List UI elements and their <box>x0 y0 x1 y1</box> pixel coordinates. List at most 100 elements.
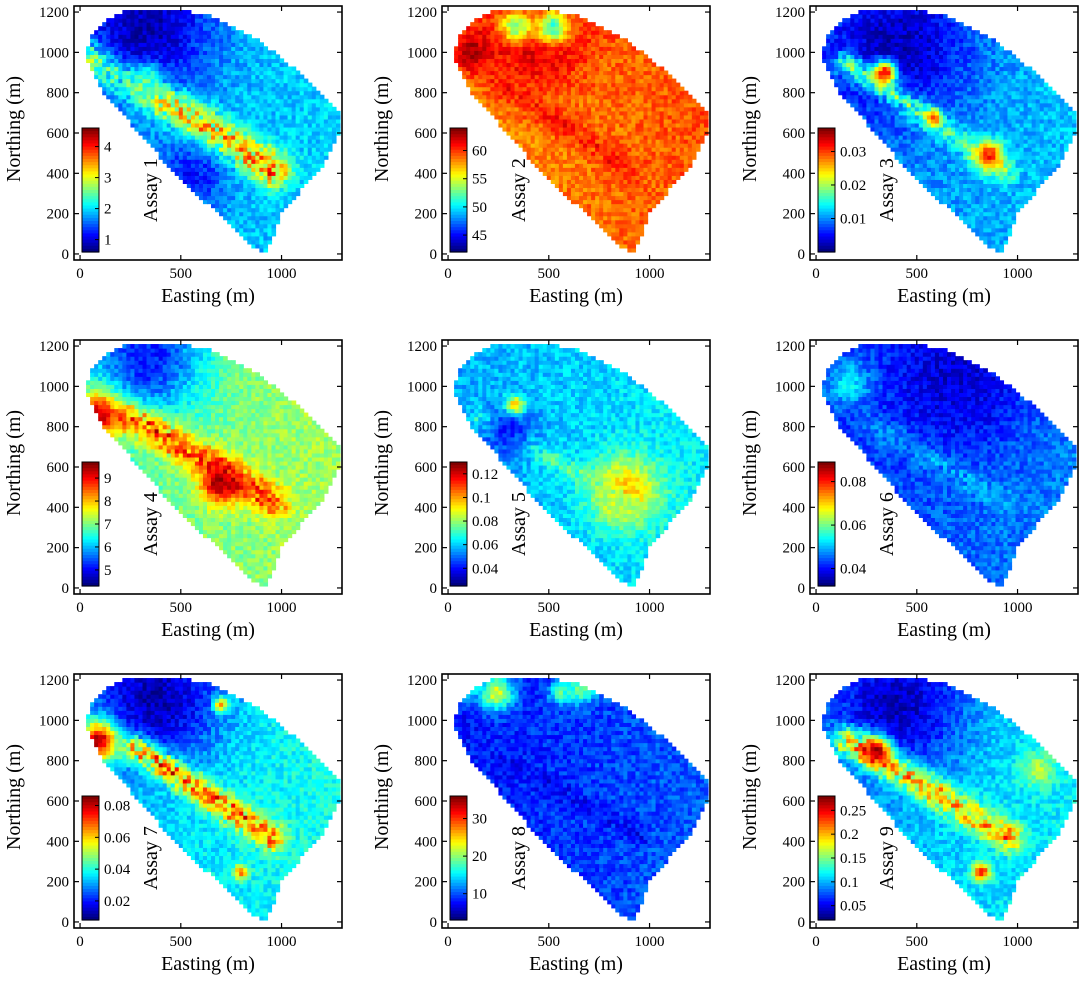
heatmap-cell <box>186 86 192 92</box>
heatmap-cell <box>186 70 192 76</box>
heatmap-cell <box>206 118 212 124</box>
heatmap-cell <box>579 70 584 76</box>
heatmap-cell <box>178 171 184 176</box>
heatmap-cell <box>562 155 568 160</box>
heatmap-cell <box>518 30 524 35</box>
heatmap-cell <box>534 114 540 120</box>
heatmap-cell <box>279 102 285 108</box>
heatmap-cell <box>215 54 220 60</box>
heatmap-cell <box>574 106 580 112</box>
heatmap-cell <box>478 22 483 27</box>
heatmap-cell <box>866 74 872 80</box>
heatmap-cell <box>190 171 196 176</box>
heatmap-cell <box>671 130 677 136</box>
heatmap-cell <box>142 38 148 43</box>
heatmap-cell <box>251 191 256 197</box>
heatmap-cell <box>587 126 592 132</box>
heatmap-cell <box>635 235 641 241</box>
heatmap-cell <box>219 195 224 201</box>
heatmap-cell <box>534 163 540 168</box>
colorbar-frame <box>449 127 468 253</box>
heatmap-cell <box>603 187 608 193</box>
heatmap-cell <box>198 106 204 112</box>
heatmap-cell <box>663 155 669 160</box>
heatmap-cell <box>198 66 204 72</box>
heatmap-cell <box>615 155 620 160</box>
heatmap-cell <box>838 26 843 31</box>
heatmap-cell <box>227 175 232 180</box>
heatmap-cell <box>98 70 103 76</box>
heatmap-cell <box>219 118 224 124</box>
heatmap-cell <box>615 175 620 180</box>
heatmap-cell <box>675 126 681 132</box>
heatmap-cell <box>247 110 252 116</box>
heatmap-cell <box>866 10 872 15</box>
heatmap-cell <box>138 98 144 104</box>
heatmap-cell <box>154 139 160 144</box>
heatmap-cell <box>631 94 637 100</box>
colorbar-swatch <box>450 143 467 148</box>
heatmap-cell <box>570 106 576 112</box>
heatmap-cell <box>154 143 160 148</box>
heatmap-cell <box>251 106 256 112</box>
colorbar-swatch <box>450 131 467 135</box>
heatmap-cell <box>182 50 188 55</box>
heatmap-cell <box>574 167 580 172</box>
heatmap-cell <box>603 219 608 225</box>
heatmap-cell <box>550 54 556 60</box>
heatmap-cell <box>474 26 479 31</box>
heatmap-cell <box>615 231 620 237</box>
heatmap-cell <box>170 167 176 172</box>
heatmap-cell <box>174 167 180 172</box>
heatmap-cell <box>114 34 119 39</box>
heatmap-cell <box>530 30 536 35</box>
heatmap-cell <box>150 78 156 84</box>
heatmap-cell <box>574 151 580 156</box>
heatmap-cell <box>566 86 572 92</box>
heatmap-cell <box>158 38 164 43</box>
heatmap-cell <box>215 135 220 140</box>
heatmap-cell <box>295 90 301 96</box>
heatmap-cell <box>599 179 604 184</box>
heatmap-cell <box>219 66 224 72</box>
heatmap-cell <box>178 54 184 60</box>
heatmap-cell <box>870 18 876 23</box>
heatmap-cell <box>611 179 616 184</box>
heatmap-cell <box>890 22 896 27</box>
heatmap-cell <box>142 126 148 132</box>
heatmap-cell <box>510 94 516 100</box>
heatmap-cell <box>627 219 633 225</box>
heatmap-cell <box>526 66 532 72</box>
heatmap-cell <box>198 130 204 136</box>
heatmap-cell <box>886 143 892 148</box>
heatmap-cell <box>623 94 628 100</box>
heatmap-cell <box>570 18 576 23</box>
heatmap-cell <box>162 139 168 144</box>
heatmap-cell <box>478 74 483 80</box>
heatmap-cell <box>239 159 244 164</box>
heatmap-cell <box>227 139 232 144</box>
heatmap-cell <box>90 42 95 47</box>
heatmap-cell <box>466 62 471 68</box>
heatmap-cell <box>211 26 216 31</box>
heatmap-cell <box>574 139 580 144</box>
heatmap-cell <box>211 195 216 201</box>
heatmap-cell <box>94 50 99 55</box>
heatmap-cell <box>643 203 649 209</box>
heatmap-cell <box>671 179 677 184</box>
heatmap-cell <box>587 139 592 144</box>
heatmap-cell <box>890 90 896 96</box>
heatmap-cell <box>842 22 847 27</box>
heatmap-cell <box>663 187 669 193</box>
heatmap-cell <box>295 122 301 128</box>
heatmap-cell <box>142 30 148 35</box>
heatmap-cell <box>267 215 273 221</box>
heatmap-cell <box>243 223 248 229</box>
heatmap-cell <box>259 110 265 116</box>
heatmap-cell <box>890 98 896 104</box>
heatmap-cell <box>607 227 612 233</box>
heatmap-cell <box>591 215 596 221</box>
heatmap-cell <box>215 139 220 144</box>
heatmap-cell <box>615 143 620 148</box>
heatmap-cell <box>631 183 637 189</box>
